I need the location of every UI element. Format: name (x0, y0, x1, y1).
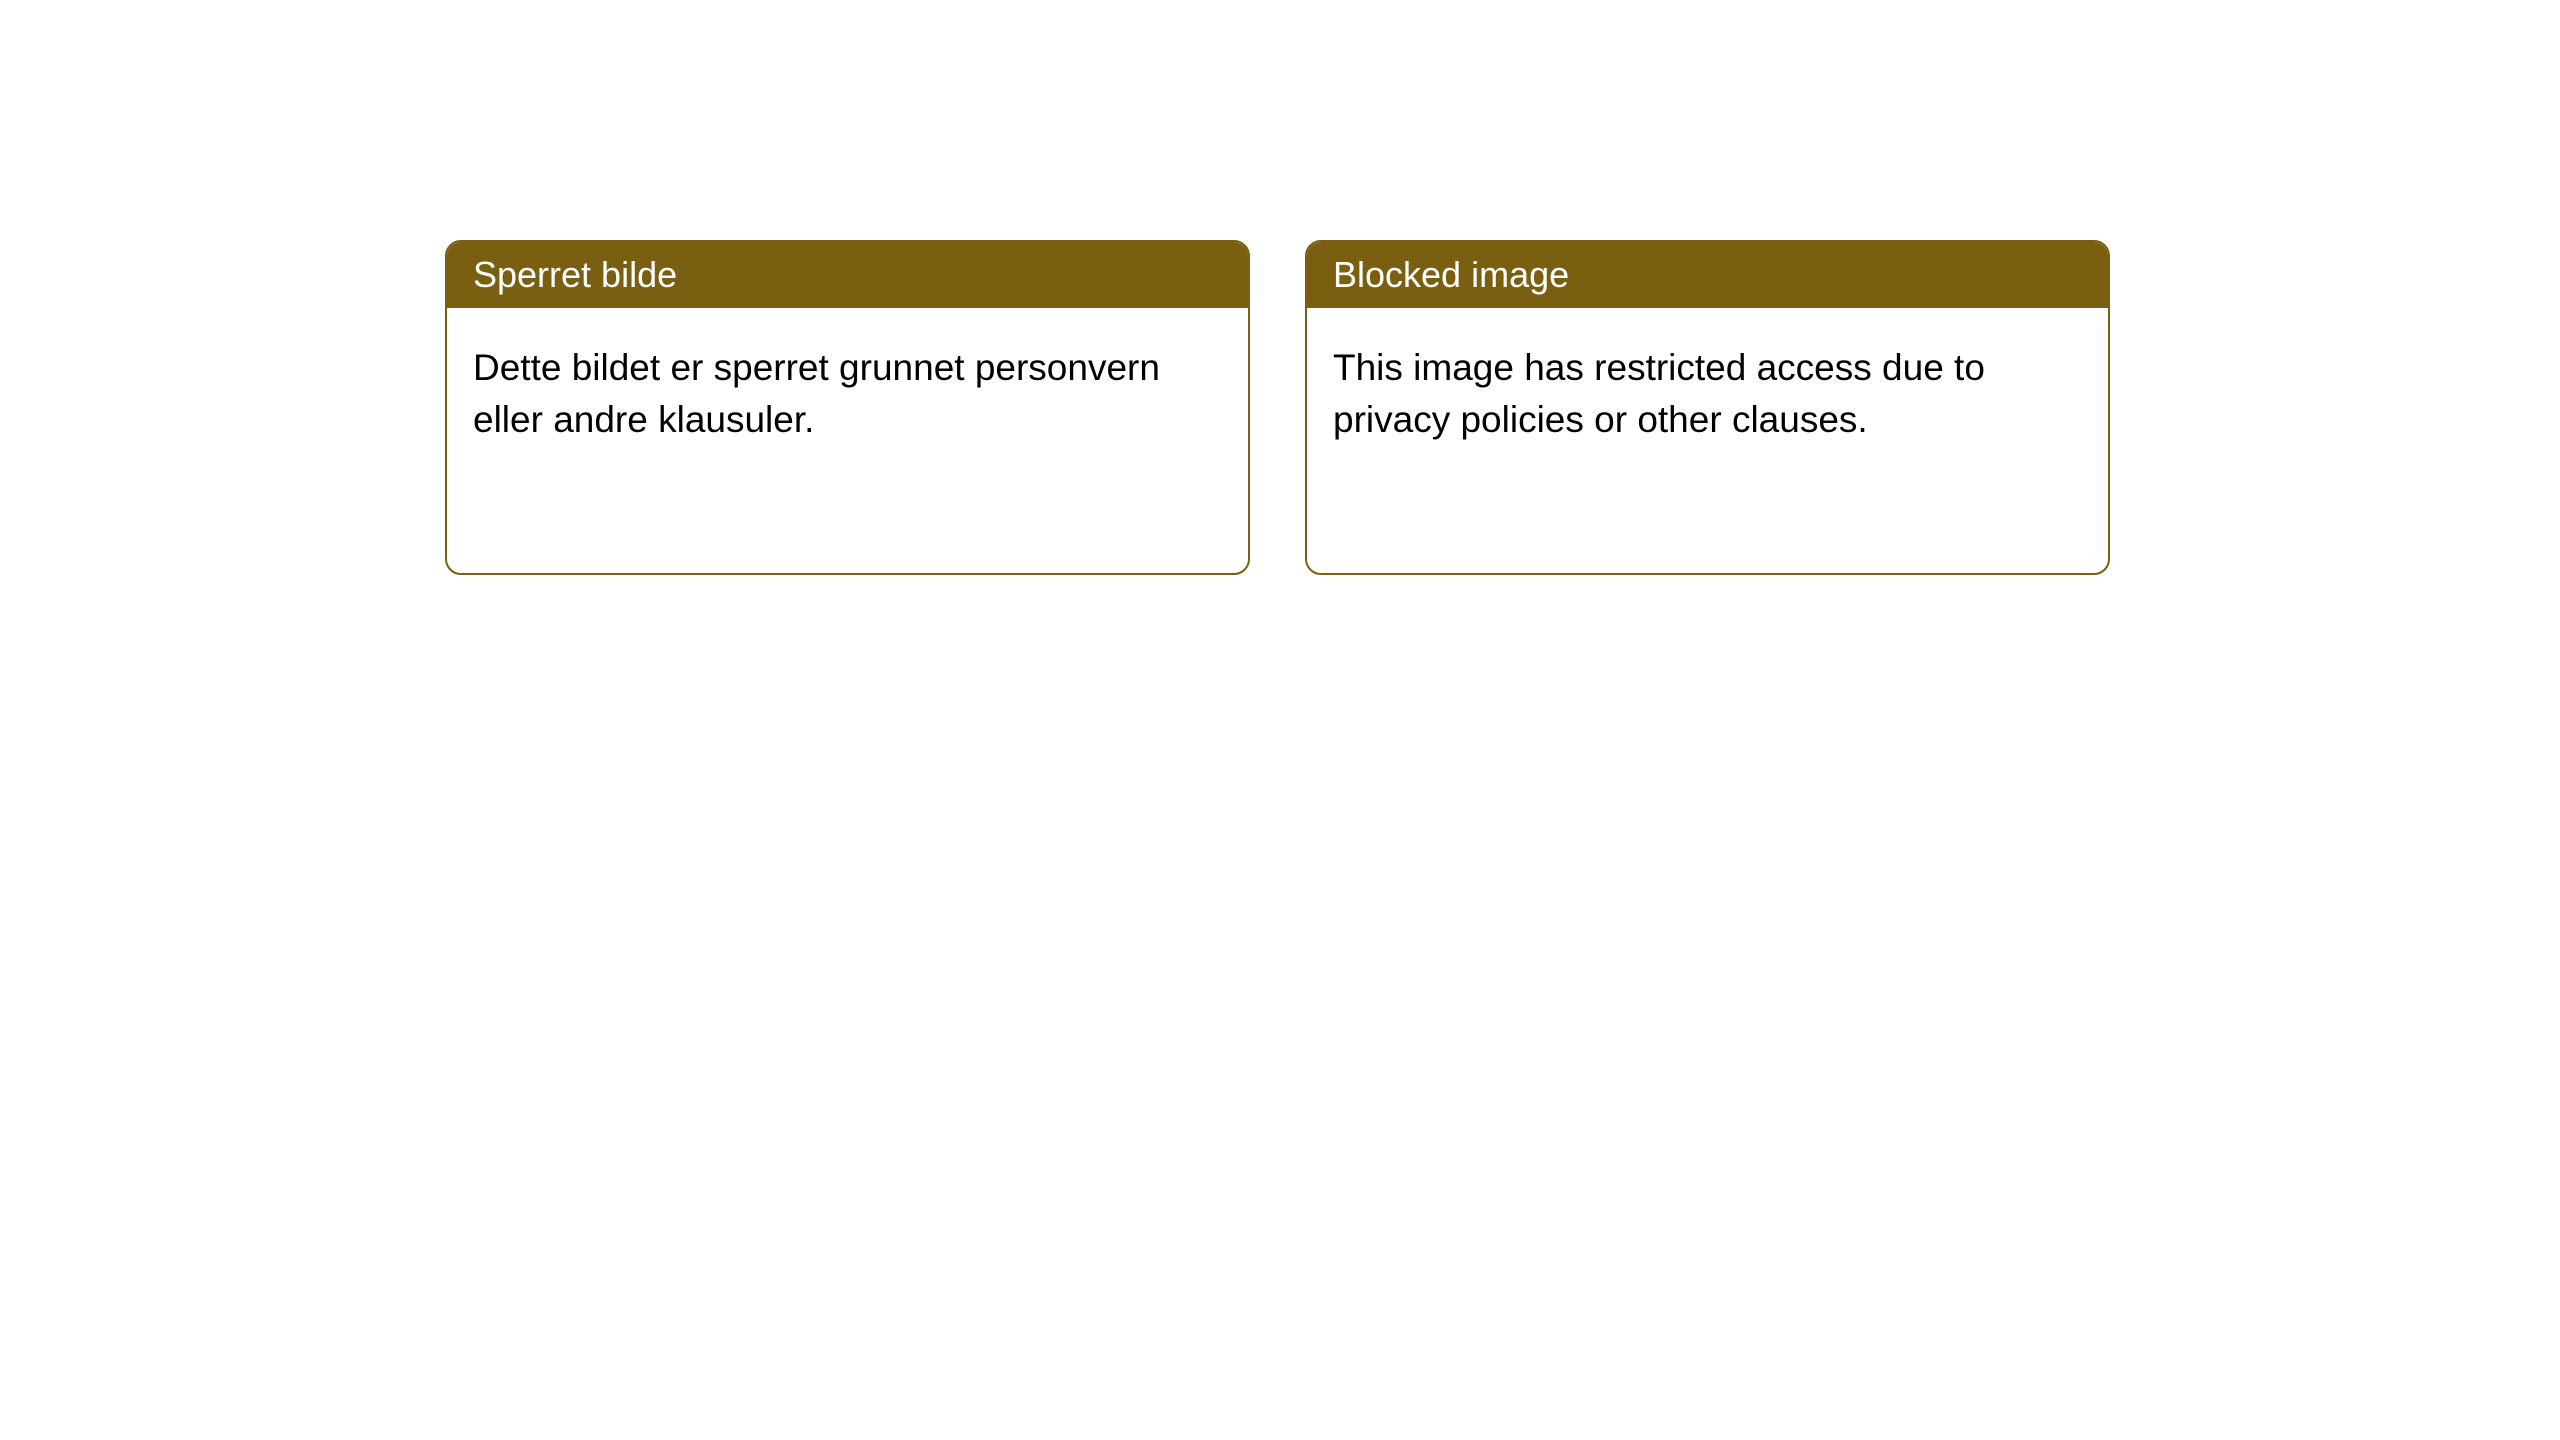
blocked-image-card-norwegian: Sperret bilde Dette bildet er sperret gr… (445, 240, 1250, 575)
cards-container: Sperret bilde Dette bildet er sperret gr… (0, 0, 2560, 575)
card-header: Sperret bilde (447, 242, 1248, 308)
card-header: Blocked image (1307, 242, 2108, 308)
blocked-image-card-english: Blocked image This image has restricted … (1305, 240, 2110, 575)
card-body-text: Dette bildet er sperret grunnet personve… (473, 347, 1160, 440)
card-body: Dette bildet er sperret grunnet personve… (447, 308, 1248, 480)
card-body: This image has restricted access due to … (1307, 308, 2108, 480)
card-body-text: This image has restricted access due to … (1333, 347, 1985, 440)
card-title: Sperret bilde (473, 254, 677, 295)
card-title: Blocked image (1333, 254, 1569, 295)
